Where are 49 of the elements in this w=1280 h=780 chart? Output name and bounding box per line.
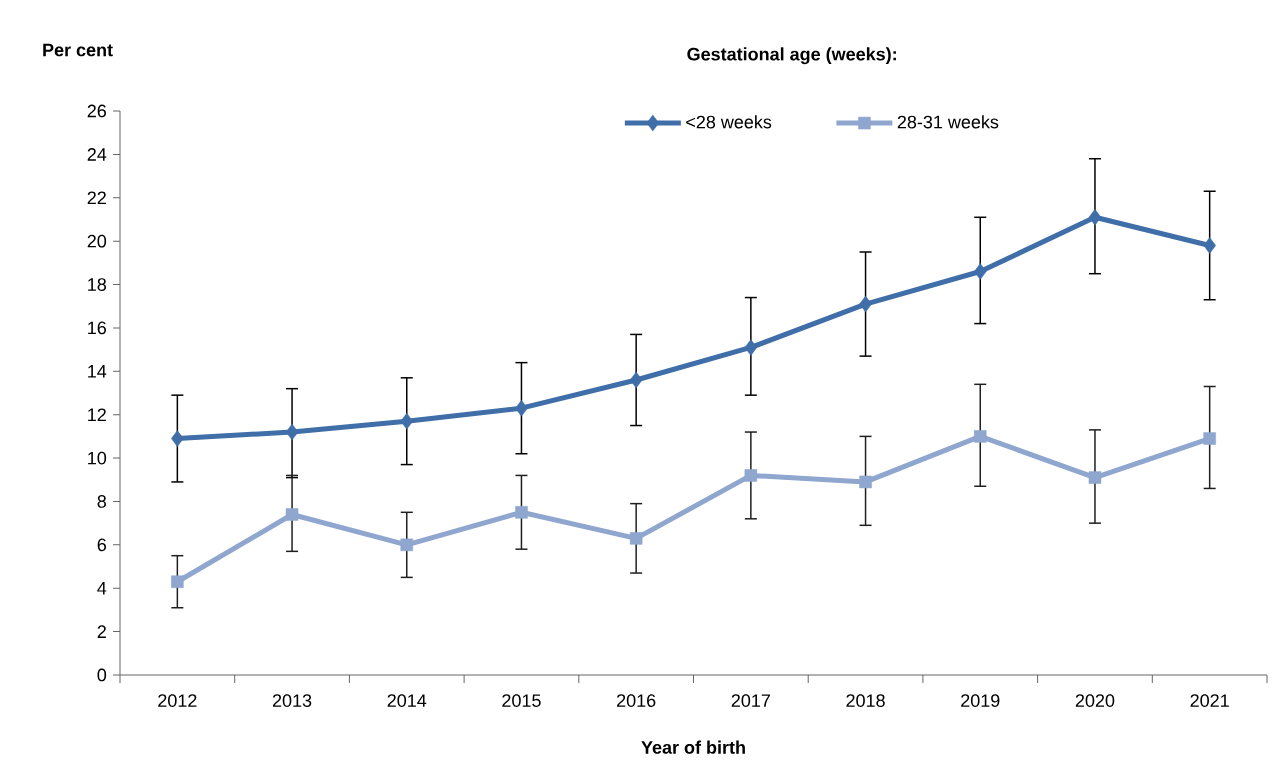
point (1088, 209, 1102, 226)
point (515, 506, 528, 519)
legend-label: <28 weeks (686, 115, 772, 129)
x-tick-label: 2019 (961, 694, 1000, 707)
point (285, 423, 299, 441)
x-tick-label: 2017 (731, 694, 770, 707)
point (629, 371, 643, 389)
point (974, 430, 987, 443)
y-axis-title: Per cent (43, 43, 113, 57)
y-tick-label: 6 (97, 538, 107, 552)
y-tick-label: 8 (97, 495, 107, 508)
point (1203, 237, 1216, 254)
legend-label: 28-31 weeks (897, 115, 999, 129)
point (1088, 471, 1102, 484)
point (629, 532, 643, 545)
legend-title: Gestational age (weeks): (687, 47, 896, 65)
x-tick-label: 2020 (1075, 694, 1115, 707)
y-tick-label: 16 (88, 321, 107, 335)
x-tick-label: 2015 (502, 694, 541, 707)
point (744, 339, 758, 356)
y-tick-label: 12 (88, 408, 106, 421)
point (515, 399, 528, 417)
x-tick-label: 2016 (617, 694, 656, 707)
x-axis-title: Year of birth (641, 740, 745, 754)
y-tick-label: 22 (87, 191, 106, 205)
x-tick-label: 2021 (1190, 694, 1229, 707)
point (744, 469, 758, 482)
y-tick-label: 14 (88, 365, 107, 378)
y-tick-label: 10 (88, 451, 107, 465)
point (1203, 432, 1216, 445)
y-tick-label: 26 (87, 104, 107, 118)
y-tick-label: 20 (87, 234, 107, 248)
x-tick-label: 2013 (272, 694, 312, 707)
y-tick-label: 0 (97, 668, 107, 682)
point (171, 575, 184, 588)
y-tick-label: 2 (97, 625, 106, 638)
point (171, 430, 184, 447)
y-tick-label: 18 (88, 278, 107, 291)
x-tick-label: 2018 (846, 694, 885, 707)
point (400, 538, 413, 552)
point (974, 263, 987, 280)
point (859, 475, 872, 489)
y-tick-label: 24 (87, 148, 107, 161)
point (285, 508, 299, 521)
y-tick-label: 4 (97, 582, 107, 595)
x-tick-label: 2012 (158, 694, 197, 707)
point (400, 412, 413, 430)
x-tick-label: 2014 (387, 694, 427, 707)
point (859, 295, 872, 313)
